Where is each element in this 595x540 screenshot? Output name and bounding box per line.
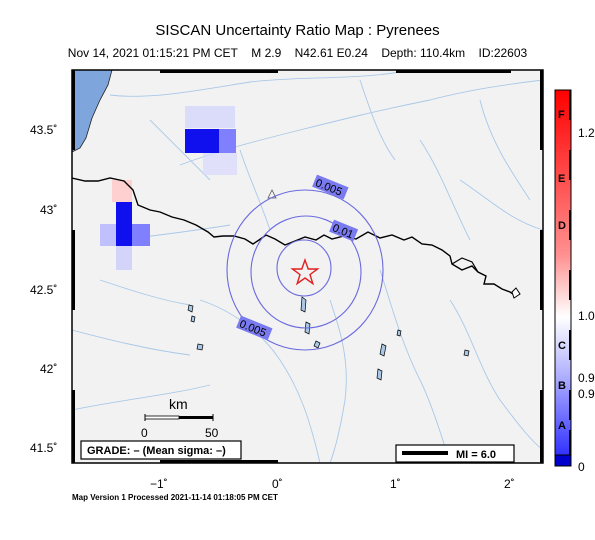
sea-area (72, 70, 112, 152)
colorbar-letter-e: E (558, 173, 565, 185)
epicenter-star-icon (290, 257, 320, 286)
event-id: ID:22603 (478, 46, 528, 60)
uncertainty-contours (226, 189, 384, 351)
processing-footer: Map Version 1 Processed 2021-11-14 01:18… (72, 493, 278, 502)
event-magnitude: M 2.9 (251, 46, 282, 60)
svg-text:2˚: 2˚ (504, 477, 515, 491)
uncertainty-grid (100, 106, 237, 270)
svg-text:0˚: 0˚ (272, 477, 283, 491)
svg-text:43.5˚: 43.5˚ (30, 123, 57, 137)
colorbar-letter-f: F (558, 109, 565, 121)
colorbar-letter-b: B (558, 380, 566, 392)
map-title: SISCAN Uncertainty Ratio Map : Pyrenees (155, 22, 440, 39)
national-border (72, 177, 517, 297)
event-location: N42.61 E0.24 (294, 46, 368, 60)
colorbar-letter-d: D (558, 220, 566, 232)
svg-text:km: km (169, 396, 188, 412)
colorbar-letter-c: C (558, 340, 566, 352)
event-depth: Depth: 110.4km (381, 46, 466, 60)
latitude-labels: 43.5˚ 43˚ 42.5˚ 42˚ 41.5˚ (30, 123, 57, 455)
scale-bar: km 0 50 (141, 396, 219, 440)
mi-legend: MI = 6.0 (395, 444, 515, 463)
svg-text:1˚: 1˚ (390, 477, 401, 491)
colorbar-value-1: 1.2 (578, 126, 595, 140)
grade-box: GRADE: – (Mean sigma: –) (80, 440, 242, 460)
svg-text:MI = 6.0: MI = 6.0 (456, 449, 496, 461)
svg-text:−1˚: −1˚ (150, 477, 168, 491)
svg-text:41.5˚: 41.5˚ (30, 441, 57, 455)
map-area: 0.005 0.01 0.005 (72, 70, 543, 463)
lakes (187, 296, 470, 381)
colorbar-value-4: 0.9 (578, 387, 595, 401)
event-datetime: Nov 14, 2021 01:15:21 PM CET (67, 46, 238, 60)
colorbar-value-2: 1.0 (578, 309, 595, 323)
svg-text:43˚: 43˚ (40, 203, 57, 217)
svg-text:42˚: 42˚ (40, 362, 57, 376)
longitude-labels: −1˚ 0˚ 1˚ 2˚ (150, 477, 515, 491)
colorbar: F E D C B A 1.2 1.0 0.9 0.9 0 (554, 89, 595, 474)
svg-text:50: 50 (205, 426, 219, 440)
colorbar-value-5: 0 (578, 460, 585, 474)
svg-text:42.5˚: 42.5˚ (30, 283, 57, 297)
event-info: Nov 14, 2021 01:15:21 PM CET M 2.9 N42.6… (0, 46, 595, 60)
svg-text:0: 0 (141, 426, 148, 440)
colorbar-value-3: 0.9 (578, 371, 595, 385)
coastline (72, 70, 113, 153)
colorbar-letter-a: A (558, 420, 566, 432)
svg-text:GRADE: – (Mean sigma: –): GRADE: – (Mean sigma: –) (87, 445, 226, 457)
